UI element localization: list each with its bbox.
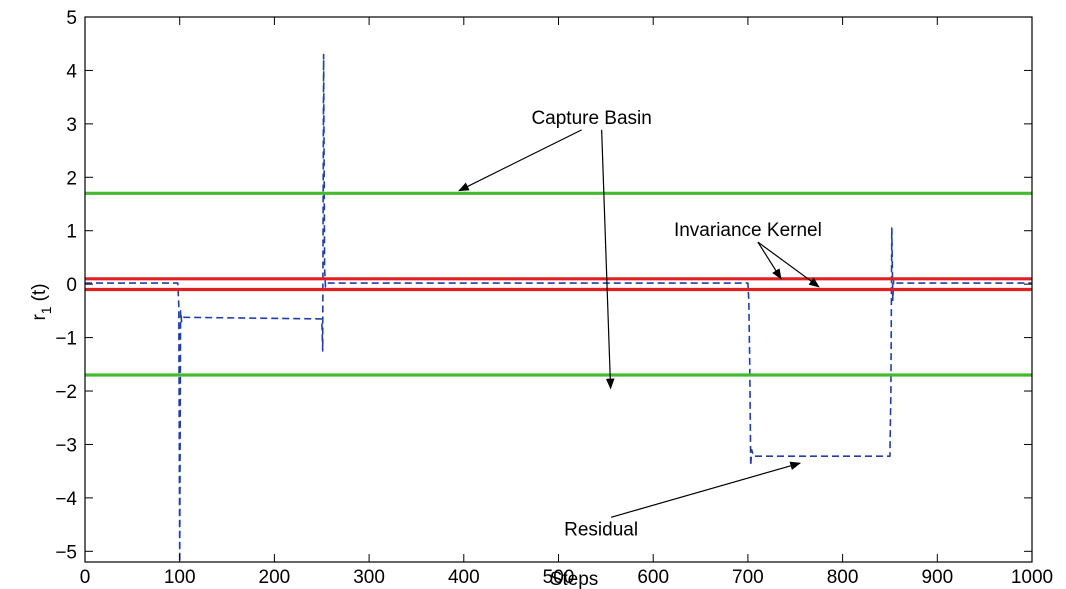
- axes-layer: 0 100 200 300 400 500 600 700 800 900 1000 −5 −4 −3 −2…: [55, 8, 1053, 588]
- y-tick-label: 4: [66, 61, 77, 82]
- annotation-arrow: [458, 129, 582, 192]
- x-tick-label: 500: [543, 567, 575, 588]
- y-axis-label-subscript: 1: [38, 306, 54, 314]
- x-tick-label: 800: [827, 567, 859, 588]
- series-line-0: [85, 53, 1032, 563]
- annotation-label: Invariance Kernel: [674, 220, 822, 241]
- y-tick-label: −1: [55, 329, 77, 350]
- annotation-arrow: [601, 129, 615, 390]
- x-tick-label: 700: [732, 567, 764, 588]
- y-tick-label: 0: [66, 275, 77, 296]
- y-tick-label: 3: [66, 115, 77, 136]
- y-axis-label-main: r: [29, 314, 50, 321]
- x-tick-label: 400: [448, 567, 480, 588]
- x-tick-label: 0: [80, 567, 91, 588]
- annotation-layer: Capture Basin Invariance Kernel Residual: [458, 108, 822, 540]
- annotation-label: Residual: [564, 519, 638, 540]
- y-tick-label: −5: [55, 542, 77, 563]
- annotation-arrow: [757, 241, 820, 288]
- x-tick-label: 900: [921, 567, 953, 588]
- y-tick-label: −2: [55, 382, 77, 403]
- annotation-arrow: [610, 461, 802, 518]
- x-tick-label: 300: [353, 567, 385, 588]
- y-tick-label: −4: [55, 489, 77, 510]
- x-tick-label: 1000: [1011, 567, 1053, 588]
- annotation-label: Capture Basin: [531, 108, 651, 129]
- y-axis-label: r1 (t): [29, 283, 54, 320]
- x-tick-label: 600: [637, 567, 669, 588]
- x-tick-label: 200: [259, 567, 291, 588]
- annotation-arrow: [757, 241, 782, 280]
- y-axis-label-suffix: (t): [29, 283, 50, 301]
- series-layer: [85, 53, 1032, 563]
- x-tick-label: 100: [164, 567, 196, 588]
- y-tick-label: −3: [55, 435, 77, 456]
- y-tick-label: 1: [66, 222, 77, 243]
- svg-text:r1(t): r1 (t): [29, 283, 54, 320]
- x-axis-label: Steps: [550, 569, 599, 589]
- y-tick-label: 5: [66, 8, 77, 29]
- y-tick-label: 2: [66, 168, 77, 189]
